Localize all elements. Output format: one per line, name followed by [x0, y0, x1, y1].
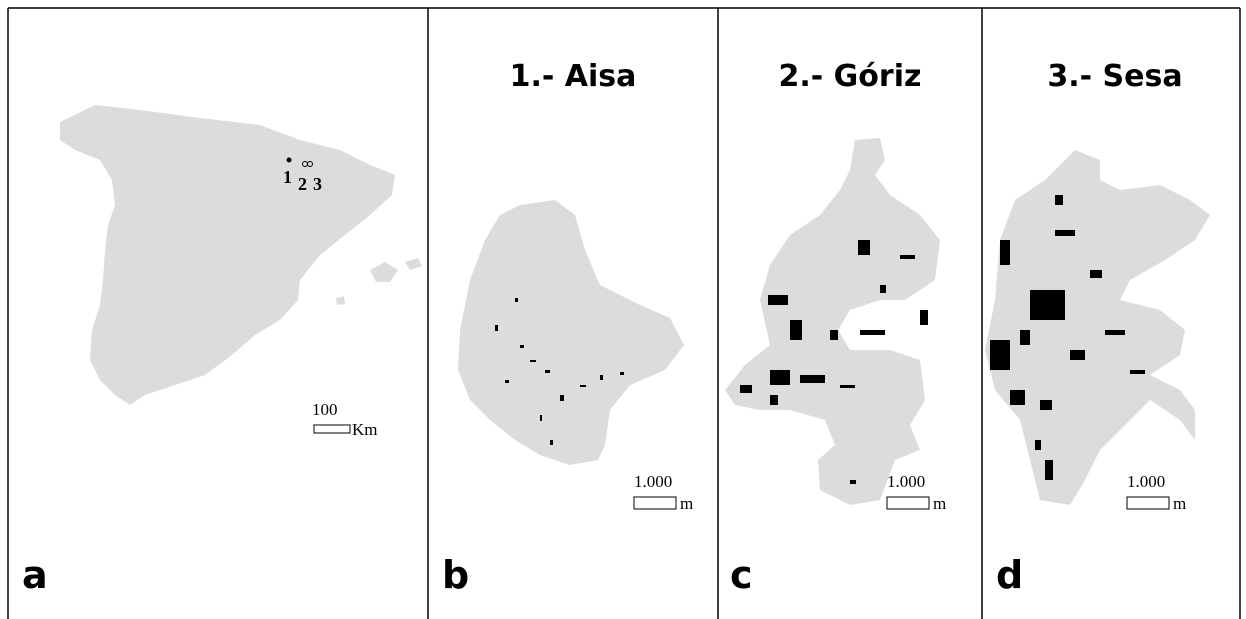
panel-letter: b — [442, 553, 469, 597]
scale-bar — [314, 425, 350, 433]
panel-title: 2.- Góriz — [779, 59, 922, 94]
scale-value: 100 — [312, 400, 338, 419]
scale-value: 1.000 — [1127, 472, 1165, 491]
site-label: 1 — [283, 167, 292, 187]
panel-d: 3.- Sesa 1.000 m d — [985, 59, 1210, 597]
catchment-map — [458, 200, 684, 465]
catchment-map — [725, 138, 940, 505]
scale-bar — [634, 497, 676, 509]
scale-value: 1.000 — [634, 472, 672, 491]
panel-title: 1.- Aisa — [510, 59, 637, 94]
scale-unit: m — [933, 494, 946, 513]
scale-unit: m — [680, 494, 693, 513]
scale-bar — [1127, 497, 1169, 509]
scale-value: 1.000 — [887, 472, 925, 491]
scale-unit: m — [1173, 494, 1186, 513]
island — [336, 296, 345, 305]
site-marker — [287, 158, 292, 163]
scale-unit: Km — [352, 420, 378, 439]
panel-c: 2.- Góriz 1.000 m c — [725, 59, 946, 597]
panel-letter: c — [730, 553, 753, 597]
spain-map — [60, 105, 395, 405]
panel-letter: a — [22, 553, 48, 597]
figure: 1 2 3 100 Km a 1.- Aisa 1.000 m b 2.- Gó… — [0, 0, 1246, 619]
site-label: 3 — [313, 174, 322, 194]
island — [405, 258, 422, 270]
panel-b: 1.- Aisa 1.000 m b — [442, 59, 693, 597]
panel-letter: d — [996, 553, 1023, 597]
island — [370, 262, 398, 282]
scale-bar — [887, 497, 929, 509]
panel-a: 1 2 3 100 Km a — [22, 105, 422, 597]
site-label: 2 — [298, 174, 307, 194]
catchment-map — [985, 150, 1210, 505]
panel-title: 3.- Sesa — [1047, 59, 1182, 94]
